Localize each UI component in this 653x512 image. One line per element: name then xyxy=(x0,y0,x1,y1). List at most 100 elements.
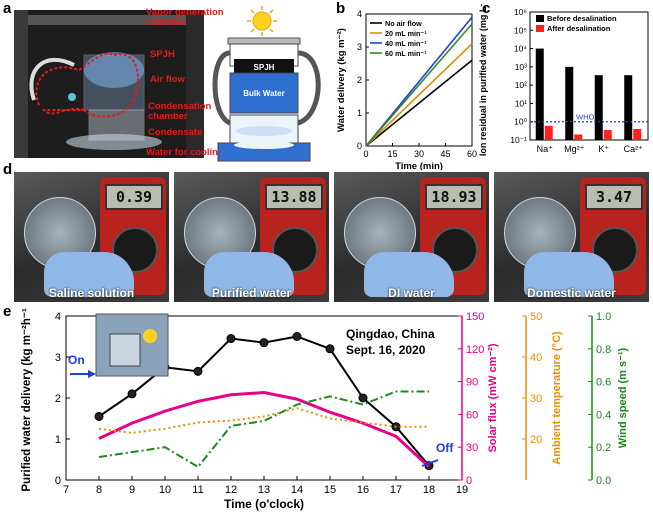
e-xtick-label: 16 xyxy=(357,484,369,496)
meter-display: 3.47 xyxy=(585,184,643,210)
e-xtick-label: 18 xyxy=(423,484,435,496)
e-on-arrowhead xyxy=(88,370,96,378)
panel-d-label: d xyxy=(3,161,13,178)
c-legend-label: After desalination xyxy=(547,24,611,33)
sun-icon xyxy=(247,6,277,36)
c-category-label: Na⁺ xyxy=(537,144,554,154)
c-ytick-label: 10⁵ xyxy=(514,25,527,35)
meter-display: 13.88 xyxy=(265,184,323,210)
e-xtick-label: 8 xyxy=(96,484,102,496)
spjh-text: SPJH xyxy=(254,63,275,72)
e-ytick-right-label: 0.2 xyxy=(596,442,611,454)
photo-caption: Saline solution xyxy=(48,286,135,300)
meter-dial xyxy=(592,227,638,273)
e-ytick-right-label: 150 xyxy=(466,311,484,323)
c-ytick-label: 10³ xyxy=(515,62,527,72)
b-series-line xyxy=(365,23,473,147)
e-ytick-right-label: 0 xyxy=(466,475,472,487)
b-xtick-label: 45 xyxy=(440,149,450,159)
e-off-label: Off xyxy=(436,441,454,455)
e-ytick-right-label: 30 xyxy=(466,442,478,454)
c-ytick-label: 10⁰ xyxy=(514,117,527,127)
meter-photo: 18.93 DI water xyxy=(334,172,489,302)
b-xtick-label: 15 xyxy=(387,149,397,159)
meter-display: 0.39 xyxy=(105,184,163,210)
e-xlabel: Time (o'clock) xyxy=(224,497,304,511)
b-legend-label: No air flow xyxy=(385,19,422,28)
c-bar xyxy=(594,75,603,140)
photo-caption: Purified water xyxy=(211,286,292,300)
e-ytick-right-label: 30 xyxy=(530,393,542,405)
c-plot-frame xyxy=(529,11,649,141)
probe-hand xyxy=(44,252,134,297)
b-xtick-label: 60 xyxy=(467,149,477,159)
e-ylabel-right: Solar flux (mW cm⁻²) xyxy=(487,343,499,452)
c-bar xyxy=(565,66,574,140)
e-xtick-label: 11 xyxy=(192,484,203,496)
e-ytick-right-label: 0.0 xyxy=(596,475,611,487)
c-ytick-label: 10⁻¹ xyxy=(510,135,527,145)
c-category-label: Mg²⁺ xyxy=(564,144,584,154)
photo-caption: DI water xyxy=(388,286,435,300)
meter-photo: 0.39 Saline solution xyxy=(14,172,169,302)
c-bar xyxy=(574,134,583,140)
e-ylabel-left: Purified water delivery (kg m⁻²h⁻¹) xyxy=(21,308,33,492)
e-ytick-right-label: 0.6 xyxy=(596,377,611,389)
e-series-line xyxy=(98,391,431,468)
panel-c-label: c xyxy=(482,0,491,17)
e-ytick-right-label: 120 xyxy=(466,344,484,356)
meter-photo: 3.47 Domestic water xyxy=(494,172,649,302)
e-off-arrow xyxy=(421,459,439,467)
e-ytick-right-label: 20 xyxy=(530,434,542,446)
e-data-point xyxy=(94,411,104,421)
e-xtick-label: 19 xyxy=(456,484,468,496)
b-ytick-label: 4 xyxy=(357,9,362,19)
e-ytick-left-label: 0 xyxy=(55,475,61,487)
e-xtick-label: 14 xyxy=(291,484,303,496)
e-ytick-left-label: 1 xyxy=(55,434,61,446)
panel-a-label: a xyxy=(3,0,12,17)
c-ylabel: Ion residual in purified water (mg L⁻¹) xyxy=(478,4,488,156)
e-data-point xyxy=(292,332,302,341)
setup-photo xyxy=(14,10,204,158)
setup-photo-drawing xyxy=(14,10,204,158)
chart-water-delivery: 0 15 30 45 60 0 1 2 3 4 Time (min) Water delivery (… xyxy=(336,9,477,170)
b-ytick-label: 0 xyxy=(357,141,362,151)
bulk-water-text: Bulk Water xyxy=(243,89,285,98)
c-category-label: K⁺ xyxy=(598,144,609,154)
c-bar xyxy=(544,125,553,140)
e-data-point xyxy=(127,389,137,399)
e-xtick-label: 10 xyxy=(159,484,171,496)
e-ytick-right-label: 50 xyxy=(530,311,542,323)
label-air-flow: Air flow xyxy=(150,74,185,85)
b-ytick-label: 2 xyxy=(357,75,362,85)
e-xtick-label: 13 xyxy=(258,484,270,496)
b-legend-label: 40 mL min⁻¹ xyxy=(385,39,427,48)
setup-schematic: SPJH Bulk Water xyxy=(212,6,321,162)
e-ytick-right-label: 0.4 xyxy=(596,409,611,421)
label-spjh: SPJH xyxy=(150,49,175,60)
b-series-line xyxy=(365,59,473,147)
e-data-point xyxy=(325,344,335,354)
c-legend-swatch xyxy=(536,15,544,22)
e-xtick-label: 15 xyxy=(324,484,336,496)
e-ytick-right-label: 90 xyxy=(466,377,478,389)
b-ylabel: Water delivery (kg m⁻²) xyxy=(336,28,347,132)
photo-caption: Domestic water xyxy=(527,286,616,300)
c-category-label: Ca²⁺ xyxy=(624,144,644,154)
b-ytick-label: 1 xyxy=(357,108,362,118)
b-series-line xyxy=(365,43,473,147)
probe-hand xyxy=(204,252,294,297)
c-ytick-label: 10⁴ xyxy=(514,44,527,54)
e-inset-lemon xyxy=(143,329,157,343)
b-xlabel: Time (min) xyxy=(395,161,443,170)
b-ytick-label: 3 xyxy=(357,42,362,52)
panel-b-label: b xyxy=(336,0,346,17)
e-ylabel-right: Ambient temperature (°C) xyxy=(551,331,563,465)
c-ytick-label: 10⁶ xyxy=(514,7,527,17)
e-data-point xyxy=(259,338,269,348)
c-legend-label: Before desalination xyxy=(547,14,617,23)
e-location-text: Qingdao, China xyxy=(346,327,435,341)
c-ytick-label: 10¹ xyxy=(515,98,527,108)
c-bar xyxy=(624,75,633,140)
